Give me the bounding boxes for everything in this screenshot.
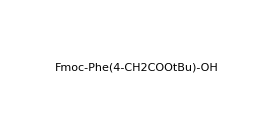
Text: Fmoc-Phe(4-CH2COOtBu)-OH: Fmoc-Phe(4-CH2COOtBu)-OH	[55, 63, 218, 72]
